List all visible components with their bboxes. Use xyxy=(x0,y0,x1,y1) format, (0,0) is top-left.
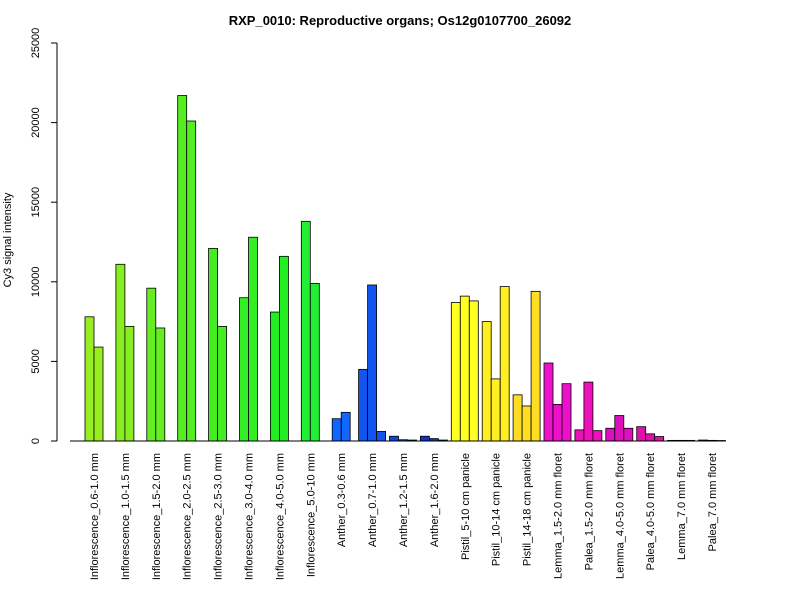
y-tick-label: 20000 xyxy=(30,107,42,138)
x-tick-label: Inflorescence_5.0-10 mm xyxy=(305,453,317,577)
bar xyxy=(146,287,157,442)
x-tick-label: Inflorescence_1.5-2.0 mm xyxy=(151,453,163,580)
bar xyxy=(278,255,289,442)
bar xyxy=(623,427,634,442)
bar xyxy=(115,263,126,442)
bar xyxy=(654,436,665,442)
bar xyxy=(552,403,563,442)
x-tick-label: Palea_7.0 mm floret xyxy=(707,453,719,551)
y-tick-label: 0 xyxy=(30,438,42,444)
bar xyxy=(543,362,554,442)
bar xyxy=(636,426,647,442)
x-tick-label: Inflorescence_4.0-5.0 mm xyxy=(274,453,286,580)
bar xyxy=(186,120,197,442)
bar xyxy=(450,302,461,442)
x-tick-label: Anther_1.2-1.5 mm xyxy=(398,453,410,547)
bar xyxy=(155,327,166,442)
x-tick-label: Inflorescence_3.0-4.0 mm xyxy=(244,453,256,580)
bar xyxy=(269,311,280,442)
bar xyxy=(300,220,311,442)
bar xyxy=(419,435,430,442)
chart-title: RXP_0010: Reproductive organs; Os12g0107… xyxy=(228,13,572,28)
x-tick-label: Inflorescence_1.0-1.5 mm xyxy=(120,453,132,580)
bar xyxy=(468,300,479,442)
x-tick-label: Pistil_14-18 cm panicle xyxy=(522,453,534,566)
bar xyxy=(208,247,219,442)
bar xyxy=(499,286,510,442)
bar xyxy=(561,383,572,442)
x-tick-label: Pistil_10-14 cm panicle xyxy=(491,453,503,566)
x-tick-label: Anther_0.3-0.6 mm xyxy=(336,453,348,547)
bar xyxy=(521,405,532,442)
x-tick-label: Lemma_7.0 mm floret xyxy=(676,453,688,560)
bar xyxy=(340,411,351,442)
x-tick-label: Lemma_1.5-2.0 mm floret xyxy=(553,453,565,579)
bar xyxy=(574,429,585,442)
x-tick-label: Palea_1.5-2.0 mm floret xyxy=(583,453,595,570)
bar xyxy=(512,394,523,442)
bar xyxy=(239,297,249,442)
bar xyxy=(124,325,135,442)
bar xyxy=(367,284,378,442)
bar xyxy=(331,418,342,442)
y-tick-label: 5000 xyxy=(30,349,42,373)
bar xyxy=(389,435,399,442)
bar xyxy=(605,427,616,442)
bar xyxy=(481,321,492,442)
bar xyxy=(583,381,594,442)
x-axis: Inflorescence_0.6-1.0 mm Inflorescence_1.… xyxy=(70,440,724,580)
x-tick-label: Anther_1.6-2.0 mm xyxy=(429,453,441,547)
x-tick-label: Pistil_5-10 cm panicle xyxy=(460,453,472,560)
x-tick-label: Inflorescence_2.5-3.0 mm xyxy=(213,453,225,580)
x-tick-label: Palea_4.0-5.0 mm floret xyxy=(645,453,657,570)
y-tick-label: 15000 xyxy=(30,187,42,218)
y-tick-label: 25000 xyxy=(30,28,42,59)
x-tick-label: Inflorescence_0.6-1.0 mm xyxy=(89,453,101,580)
bar xyxy=(530,290,541,442)
bar xyxy=(84,316,95,442)
x-tick-label: Lemma_4.0-5.0 mm floret xyxy=(614,453,626,579)
bar xyxy=(614,415,625,442)
bar xyxy=(645,433,656,442)
bar xyxy=(376,431,387,442)
bar xyxy=(490,378,501,442)
bar xyxy=(358,368,369,442)
x-tick-label: Inflorescence_2.0-2.5 mm xyxy=(182,453,194,580)
bar xyxy=(248,236,258,442)
y-axis: 0 5000 10000 15000 20000 25000 xyxy=(30,28,58,444)
bar xyxy=(217,325,228,442)
bar xyxy=(93,346,104,442)
bar xyxy=(459,295,470,442)
bar xyxy=(592,430,603,442)
x-tick-label: Anther_0.7-1.0 mm xyxy=(367,453,379,547)
bar xyxy=(177,95,188,442)
bar xyxy=(309,282,320,442)
bars xyxy=(84,95,726,442)
y-tick-label: 10000 xyxy=(30,267,42,298)
